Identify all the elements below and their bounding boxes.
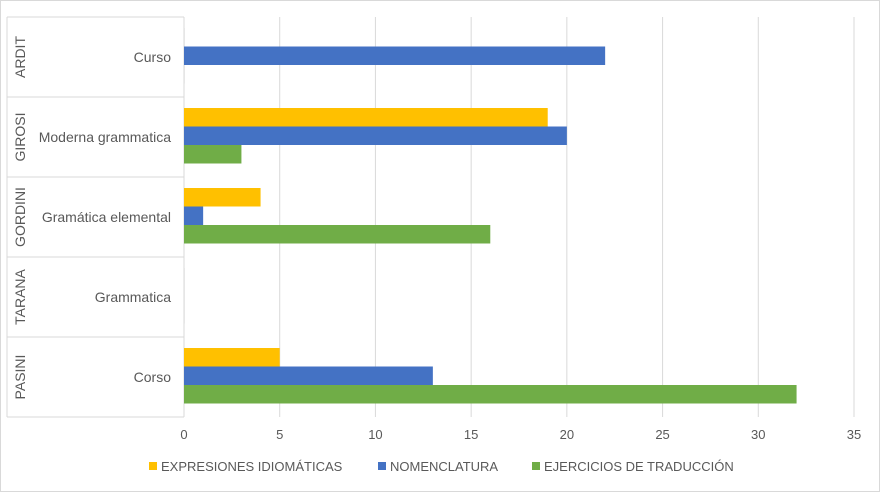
category-author-label: PASINI — [12, 355, 28, 400]
category-title-label: Gramática elemental — [42, 209, 171, 225]
bar — [184, 348, 280, 367]
bar — [184, 366, 433, 385]
bar — [184, 65, 185, 84]
category-title-label: Curso — [134, 49, 172, 65]
x-tick-label: 5 — [276, 427, 283, 442]
legend-swatch — [532, 462, 540, 470]
x-tick-label: 35 — [847, 427, 861, 442]
x-tick-label: 25 — [655, 427, 669, 442]
category-author-label: TARANA — [12, 268, 28, 324]
category-author-label: GIROSI — [12, 112, 28, 161]
x-tick-label: 0 — [180, 427, 187, 442]
legend-label: EJERCICIOS DE TRADUCCIÓN — [544, 459, 734, 474]
bar — [184, 126, 567, 145]
bar — [184, 305, 185, 324]
legend-swatch — [378, 462, 386, 470]
legend-label: EXPRESIONES IDIOMÁTICAS — [161, 459, 343, 474]
bar — [184, 268, 185, 287]
category-author-label: ARDIT — [12, 36, 28, 78]
bar — [184, 225, 491, 244]
bar — [184, 145, 242, 164]
bar — [184, 188, 261, 207]
bar — [184, 108, 548, 127]
x-tick-label: 30 — [751, 427, 765, 442]
bar — [184, 28, 185, 47]
category-author-label: GORDINI — [12, 187, 28, 247]
x-tick-label: 15 — [464, 427, 478, 442]
bar — [184, 206, 204, 225]
bar — [184, 385, 797, 404]
category-title-label: Corso — [134, 369, 172, 385]
bar — [184, 46, 606, 65]
x-tick-label: 10 — [368, 427, 382, 442]
category-title-label: Grammatica — [95, 289, 171, 305]
legend-swatch — [149, 462, 157, 470]
bar — [184, 286, 185, 305]
x-tick-label: 20 — [560, 427, 574, 442]
category-title-label: Moderna grammatica — [39, 129, 171, 145]
legend-label: NOMENCLATURA — [390, 459, 498, 474]
